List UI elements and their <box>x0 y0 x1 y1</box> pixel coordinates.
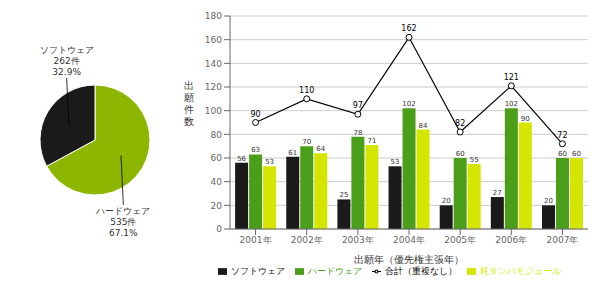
html-text:ソフトウェア: ソフトウェア <box>230 266 285 276</box>
svg-text:71: 71 <box>367 137 376 145</box>
svg-text:82: 82 <box>455 119 465 128</box>
html-text:耗タンパモジュール: 耗タンパモジュール <box>479 266 561 276</box>
svg-text:20: 20 <box>211 201 223 211</box>
svg-text:20: 20 <box>442 197 451 205</box>
html-text:ハードウェア: ハードウェア <box>307 266 362 276</box>
svg-text:2001年: 2001年 <box>240 235 272 245</box>
svg-text:2003年: 2003年 <box>342 235 374 245</box>
html-text:合計（重複なし）: 合計（重複なし） <box>384 266 457 276</box>
svg-text:121: 121 <box>504 73 519 82</box>
svg-text:53: 53 <box>391 158 400 166</box>
svg-text:27: 27 <box>493 189 502 197</box>
svg-text:40: 40 <box>211 177 223 187</box>
svg-text:180: 180 <box>205 11 222 21</box>
svg-text:102: 102 <box>505 100 518 108</box>
svg-text:ソフトウェア262件32.9%: ソフトウェア262件32.9% <box>40 45 94 77</box>
svg-text:53: 53 <box>265 158 274 166</box>
svg-text:90: 90 <box>521 115 530 123</box>
svg-text:60: 60 <box>558 150 567 158</box>
svg-text:102: 102 <box>402 100 415 108</box>
svg-text:70: 70 <box>302 138 311 146</box>
svg-text:2002年: 2002年 <box>291 235 323 245</box>
svg-text:63: 63 <box>251 146 260 154</box>
svg-text:25: 25 <box>339 191 348 199</box>
svg-text:20: 20 <box>544 197 553 205</box>
svg-text:60: 60 <box>572 150 581 158</box>
svg-text:90: 90 <box>250 110 260 119</box>
svg-text:60: 60 <box>211 153 223 163</box>
svg-text:0: 0 <box>216 224 222 234</box>
svg-text:2007年: 2007年 <box>546 235 578 245</box>
svg-text:出願年（優先権主張年）: 出願年（優先権主張年） <box>354 254 464 265</box>
svg-text:100: 100 <box>205 106 222 116</box>
svg-text:72: 72 <box>557 131 567 140</box>
svg-text:64: 64 <box>316 145 325 153</box>
svg-text:162: 162 <box>401 24 416 33</box>
svg-text:80: 80 <box>211 130 223 140</box>
svg-text:55: 55 <box>470 156 479 164</box>
html-text:出 願 件 数: 出 願 件 数 <box>184 80 194 127</box>
svg-text:84: 84 <box>419 122 428 130</box>
svg-text:ハードウェア535件67.1%: ハードウェア535件67.1% <box>95 206 150 238</box>
svg-text:97: 97 <box>353 101 363 110</box>
svg-text:2004年: 2004年 <box>393 235 425 245</box>
svg-text:110: 110 <box>299 86 314 95</box>
svg-text:78: 78 <box>353 129 362 137</box>
svg-text:140: 140 <box>205 59 222 69</box>
svg-text:56: 56 <box>237 155 246 163</box>
svg-text:120: 120 <box>205 82 222 92</box>
svg-text:60: 60 <box>456 150 465 158</box>
svg-text:2005年: 2005年 <box>444 235 476 245</box>
svg-text:160: 160 <box>205 35 222 45</box>
svg-text:61: 61 <box>288 149 297 157</box>
svg-text:2006年: 2006年 <box>495 235 527 245</box>
